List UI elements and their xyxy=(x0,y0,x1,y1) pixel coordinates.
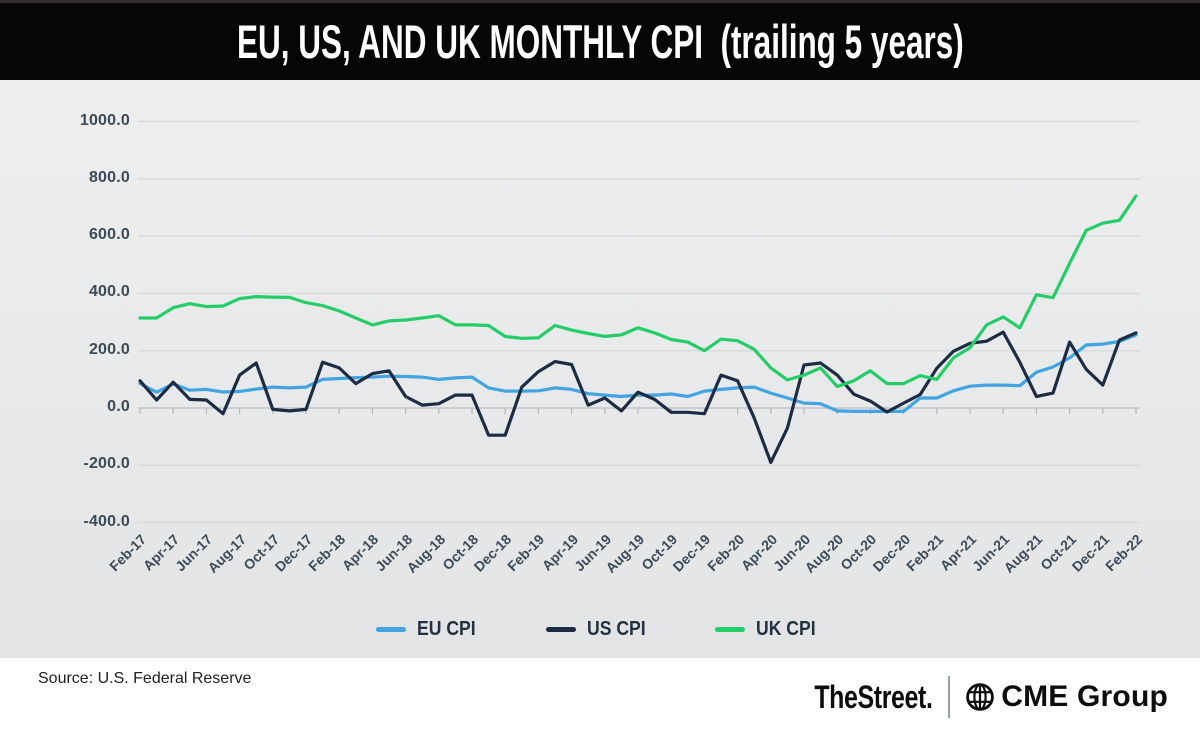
y-tick-label: 200.0 xyxy=(88,340,130,358)
cme-group-logo: CME Group xyxy=(965,680,1168,714)
y-tick-label: -400.0 xyxy=(83,512,130,530)
cpi-line-chart xyxy=(138,120,1140,524)
legend-item-uk-cpi: UK CPI xyxy=(715,618,824,641)
legend-item-us-cpi: US CPI xyxy=(545,617,654,641)
y-tick-label: 400.0 xyxy=(88,283,130,301)
y-tick-label: 0.0 xyxy=(107,398,130,415)
legend-label-uk-cpi: UK CPI xyxy=(756,617,816,640)
brand-divider xyxy=(947,676,951,718)
us-cpi-line-swatch xyxy=(545,626,576,632)
uk-cpi-line-swatch xyxy=(715,626,746,632)
chart-area: 1000.0 800.0 600.0 400.0 200.0 0.0 -200.0 -400.… xyxy=(0,80,1200,658)
y-tick-label: -200.0 xyxy=(83,455,130,473)
footer: Source: U.S. Federal Reserve TheStreet. … xyxy=(0,658,1200,743)
globe-icon xyxy=(966,683,995,711)
y-tick-label: 800.0 xyxy=(88,168,130,186)
cme-group-text: CME Group xyxy=(1001,680,1168,713)
us-cpi-line xyxy=(138,330,1138,464)
page-title: EU, US, AND UK MONTHLY CPI (trailing 5 y… xyxy=(236,15,964,68)
y-tick-label: 600.0 xyxy=(88,226,130,244)
eu-cpi-line-swatch xyxy=(375,626,406,632)
y-tick-label: 1000.0 xyxy=(79,111,130,129)
header-banner: EU, US, AND UK MONTHLY CPI (trailing 5 y… xyxy=(0,3,1200,80)
thestreet-logo: TheStreet. xyxy=(814,678,934,715)
source-credit: Source: U.S. Federal Reserve xyxy=(38,670,252,687)
top-strip xyxy=(0,0,1200,3)
eu-cpi-line xyxy=(138,333,1138,413)
legend-item-eu-cpi: EU CPI xyxy=(375,617,484,641)
brand-logos: TheStreet. CME Group xyxy=(781,658,1168,736)
legend-label-us-cpi: US CPI xyxy=(586,617,646,640)
chart-legend: EU CPI US CPI UK CPI xyxy=(0,614,1200,644)
legend-label-eu-cpi: EU CPI xyxy=(416,617,476,640)
uk-cpi-line xyxy=(138,194,1138,389)
